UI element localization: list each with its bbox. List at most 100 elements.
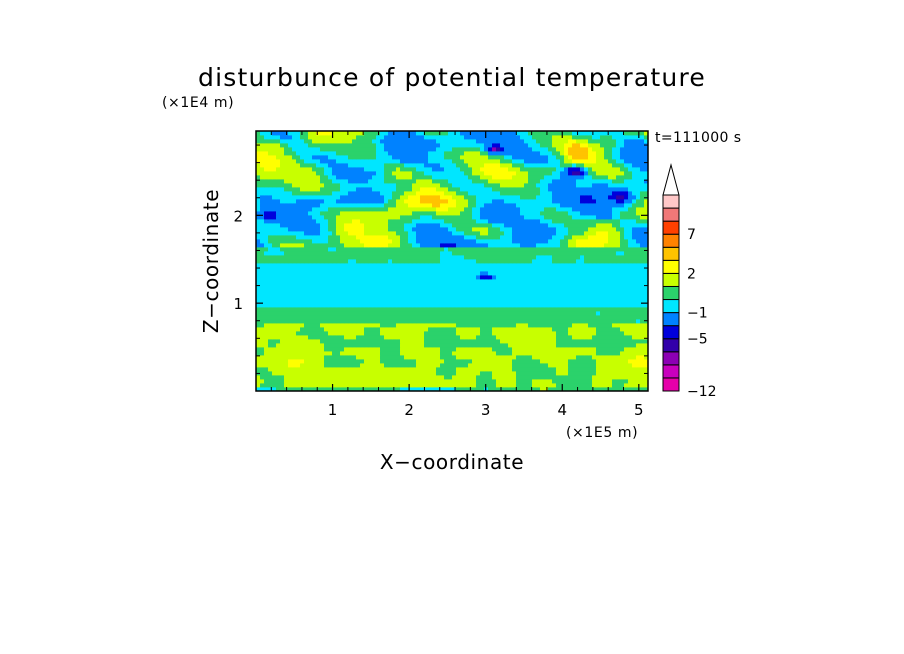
field-cell (264, 267, 269, 272)
field-cell (428, 259, 433, 264)
field-cell (412, 255, 417, 260)
field-cell (324, 239, 329, 244)
field-cell (608, 275, 613, 280)
field-cell (376, 287, 381, 292)
field-cell (588, 343, 593, 348)
field-cell (368, 359, 373, 364)
field-cell (352, 303, 357, 308)
field-cell (484, 323, 489, 328)
field-cell (600, 327, 605, 332)
field-cell (340, 371, 345, 376)
field-cell (324, 255, 329, 260)
field-cell (352, 295, 357, 300)
field-cell (416, 327, 421, 332)
field-cell (592, 371, 597, 376)
field-cell (532, 371, 537, 376)
field-cell (292, 187, 297, 192)
field-cell (608, 347, 613, 352)
field-cell (476, 335, 481, 340)
field-cell (260, 271, 265, 276)
field-cell (424, 195, 429, 200)
field-cell (340, 279, 345, 284)
field-cell (552, 379, 557, 384)
field-cell (576, 335, 581, 340)
field-cell (368, 255, 373, 260)
field-cell (312, 355, 317, 360)
field-cell (380, 291, 385, 296)
field-cell (612, 251, 617, 256)
field-cell (408, 375, 413, 380)
field-cell (620, 215, 625, 220)
field-cell (408, 207, 413, 212)
field-cell (428, 219, 433, 224)
field-cell (612, 339, 617, 344)
field-cell (564, 215, 569, 220)
field-cell (320, 203, 325, 208)
field-cell (396, 371, 401, 376)
field-cell (492, 199, 497, 204)
field-cell (576, 267, 581, 272)
field-cell (440, 267, 445, 272)
field-cell (424, 243, 429, 248)
field-cell (356, 279, 361, 284)
field-cell (296, 211, 301, 216)
field-cell (628, 259, 633, 264)
field-cell (636, 311, 641, 316)
field-cell (372, 327, 377, 332)
field-cell (596, 255, 601, 260)
field-cell (320, 207, 325, 212)
field-cell (344, 195, 349, 200)
field-cell (464, 227, 469, 232)
field-cell (620, 283, 625, 288)
field-cell (480, 223, 485, 228)
field-cell (612, 307, 617, 312)
field-cell (316, 307, 321, 312)
field-cell (544, 235, 549, 240)
field-cell (624, 235, 629, 240)
field-cell (392, 195, 397, 200)
field-cell (284, 187, 289, 192)
field-cell (440, 295, 445, 300)
field-cell (432, 315, 437, 320)
field-cell (424, 207, 429, 212)
field-cell (596, 263, 601, 268)
field-cell (332, 351, 337, 356)
field-cell (516, 323, 521, 328)
field-cell (512, 251, 517, 256)
field-cell (440, 187, 445, 192)
field-cell (400, 279, 405, 284)
field-cell (404, 363, 409, 368)
field-cell (300, 367, 305, 372)
field-cell (516, 339, 521, 344)
field-cell (596, 267, 601, 272)
field-cell (440, 287, 445, 292)
field-cell (460, 311, 465, 316)
field-cell (260, 387, 265, 391)
field-cell (480, 299, 485, 304)
field-cell (256, 295, 261, 300)
field-cell (456, 191, 461, 196)
field-cell (580, 319, 585, 324)
field-cell (356, 251, 361, 256)
field-cell (504, 195, 509, 200)
field-cell (388, 279, 393, 284)
field-cell (500, 191, 505, 196)
field-cell (260, 203, 265, 208)
field-cell (528, 227, 533, 232)
field-cell (280, 263, 285, 268)
field-cell (256, 367, 261, 372)
field-cell (476, 271, 481, 276)
field-cell (524, 335, 529, 340)
field-cell (524, 259, 529, 264)
field-cell (324, 227, 329, 232)
field-cell (408, 315, 413, 320)
field-cell (320, 355, 325, 360)
field-cell (380, 355, 385, 360)
field-cell (392, 363, 397, 368)
field-cell (276, 199, 281, 204)
field-cell (440, 243, 445, 248)
field-cell (276, 335, 281, 340)
field-cell (296, 191, 301, 196)
field-cell (488, 199, 493, 204)
field-cell (440, 387, 445, 391)
